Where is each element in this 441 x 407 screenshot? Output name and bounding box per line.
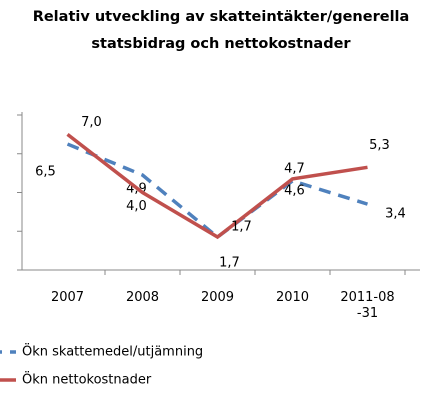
data-label: 4,7 — [284, 161, 305, 176]
data-label: 4,0 — [126, 199, 147, 214]
x-tick-label: 2010 — [275, 290, 310, 305]
data-label: 3,4 — [385, 207, 406, 222]
x-tick-label: 2008 — [125, 290, 160, 305]
series-line — [66, 132, 368, 240]
data-label: 4,6 — [284, 183, 305, 198]
chart-title: Relativ utveckling av skatteintäkter/gen… — [32, 9, 410, 52]
data-label: 5,3 — [369, 138, 390, 153]
data-label: 7,0 — [81, 115, 102, 130]
data-label: 1,7 — [219, 256, 240, 271]
series-line — [66, 142, 369, 240]
legend-label: Ökn nettokostnader — [22, 371, 152, 388]
x-tick-label: 2009 — [200, 290, 235, 305]
x-tick-label: 2007 — [50, 290, 85, 305]
legend-label: Ökn skattemedel/utjämning — [22, 343, 203, 360]
x-tick-label: 2011-08-31 — [340, 290, 395, 321]
data-label: 6,5 — [35, 165, 56, 180]
data-label: 1,7 — [231, 220, 252, 235]
